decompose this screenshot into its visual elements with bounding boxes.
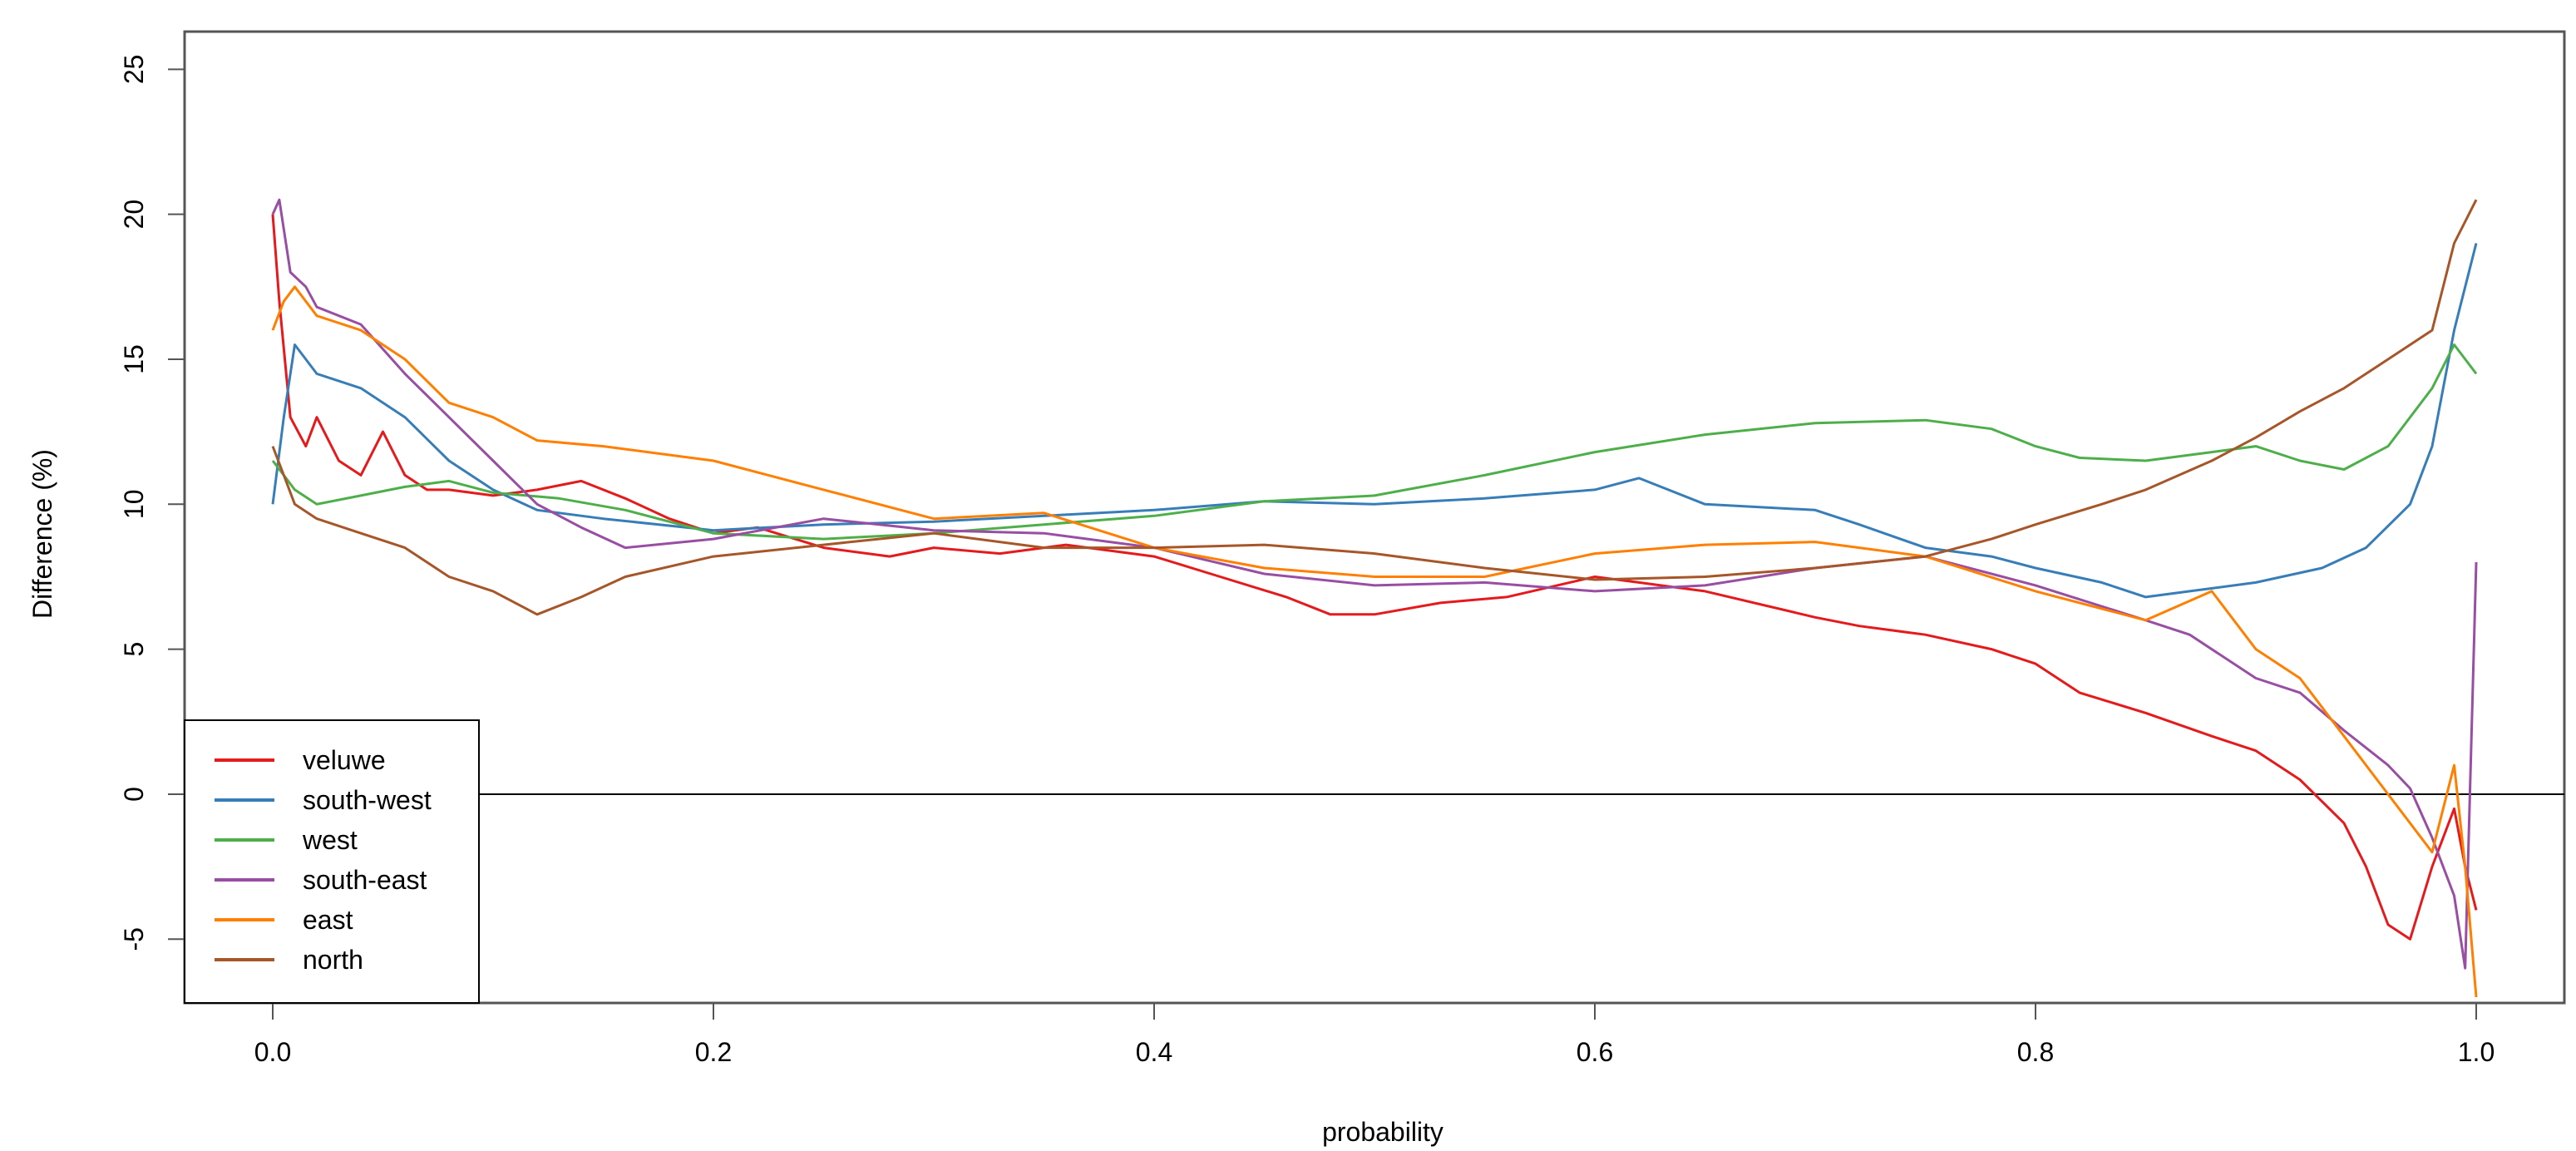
legend-item-north: north: [215, 945, 363, 975]
series-line-west: [271, 343, 2478, 541]
legend-item-west: west: [215, 825, 358, 855]
y-tick-label: 5: [119, 642, 149, 657]
legend-item-east: east: [215, 905, 353, 935]
x-tick-label: 0.4: [1136, 1037, 1172, 1067]
legend-label: north: [303, 945, 363, 975]
y-tick-label: 15: [119, 344, 149, 374]
y-tick-label: -5: [119, 927, 149, 951]
legend-item-south-east: south-east: [215, 865, 427, 895]
y-tick-label: 20: [119, 200, 149, 230]
legend: veluwe south-west west south-east east north: [184, 719, 480, 1004]
legend-label: south-west: [303, 785, 432, 815]
x-tick-label: 1.0: [2458, 1037, 2495, 1067]
x-tick-label: 0.6: [1577, 1037, 1613, 1067]
legend-item-south-west: south-west: [215, 785, 432, 815]
x-axis: 0.0 0.2 0.4 0.6 0.8 1.0: [254, 1002, 2495, 1067]
x-tick-label: 0.0: [254, 1037, 291, 1067]
series-line-north: [271, 199, 2478, 616]
legend-item-veluwe: veluwe: [215, 745, 386, 775]
legend-label: west: [302, 825, 358, 855]
y-axis: -5 0 5 10 15 20 25: [119, 55, 185, 951]
series-line-veluwe: [271, 214, 2478, 941]
legend-label: east: [303, 905, 353, 935]
legend-label: south-east: [303, 865, 427, 895]
series-line-south-east: [271, 198, 2478, 970]
x-axis-title: probability: [1322, 1117, 1443, 1147]
x-tick-label: 0.2: [695, 1037, 732, 1067]
plot-frame: [183, 30, 2566, 1005]
y-axis-title: Difference (%): [27, 449, 57, 619]
x-tick-label: 0.8: [2017, 1037, 2054, 1067]
series-line-south-west: [271, 243, 2478, 599]
legend-box: [184, 719, 480, 1004]
series-lines: [271, 198, 2478, 998]
legend-label: veluwe: [303, 745, 386, 775]
series-line-east: [271, 285, 2478, 998]
y-tick-label: 0: [119, 787, 149, 802]
y-tick-label: 10: [119, 490, 149, 520]
y-tick-label: 25: [119, 55, 149, 85]
